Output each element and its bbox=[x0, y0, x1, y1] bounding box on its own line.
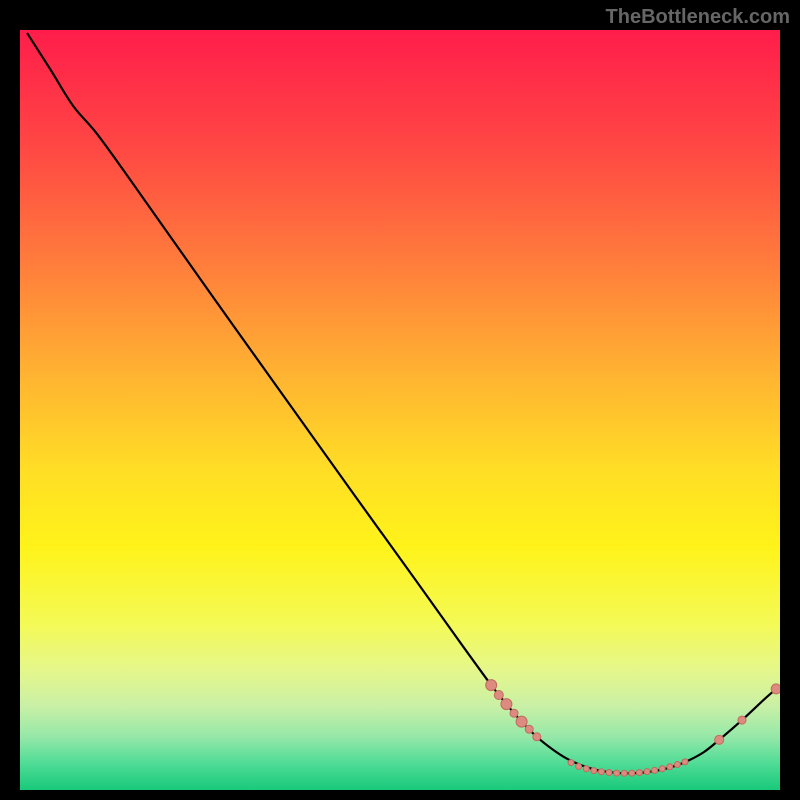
gradient-background bbox=[20, 30, 780, 790]
data-marker bbox=[715, 735, 724, 744]
data-marker bbox=[494, 691, 503, 700]
data-marker bbox=[591, 768, 597, 774]
data-marker bbox=[652, 767, 658, 773]
data-marker bbox=[510, 709, 518, 717]
data-marker bbox=[644, 769, 650, 775]
data-marker bbox=[533, 733, 541, 741]
data-marker bbox=[568, 760, 574, 766]
data-marker bbox=[516, 716, 527, 727]
chart-container: TheBottleneck.com bbox=[0, 0, 800, 800]
data-marker bbox=[598, 769, 604, 775]
data-marker bbox=[606, 770, 612, 776]
data-marker bbox=[771, 684, 780, 694]
data-marker bbox=[621, 770, 627, 776]
data-marker bbox=[674, 762, 680, 768]
data-marker bbox=[525, 725, 533, 733]
plot-area bbox=[20, 30, 780, 790]
data-marker bbox=[629, 770, 635, 776]
data-marker bbox=[583, 766, 589, 772]
data-marker bbox=[486, 680, 497, 691]
data-marker bbox=[614, 770, 620, 776]
data-marker bbox=[682, 759, 688, 765]
watermark-text: TheBottleneck.com bbox=[606, 6, 790, 29]
data-marker bbox=[576, 763, 582, 769]
data-marker bbox=[667, 764, 673, 770]
data-marker bbox=[659, 766, 665, 772]
data-marker bbox=[738, 716, 746, 724]
data-marker bbox=[636, 770, 642, 776]
bottleneck-curve-chart bbox=[20, 30, 780, 790]
data-marker bbox=[501, 699, 512, 710]
